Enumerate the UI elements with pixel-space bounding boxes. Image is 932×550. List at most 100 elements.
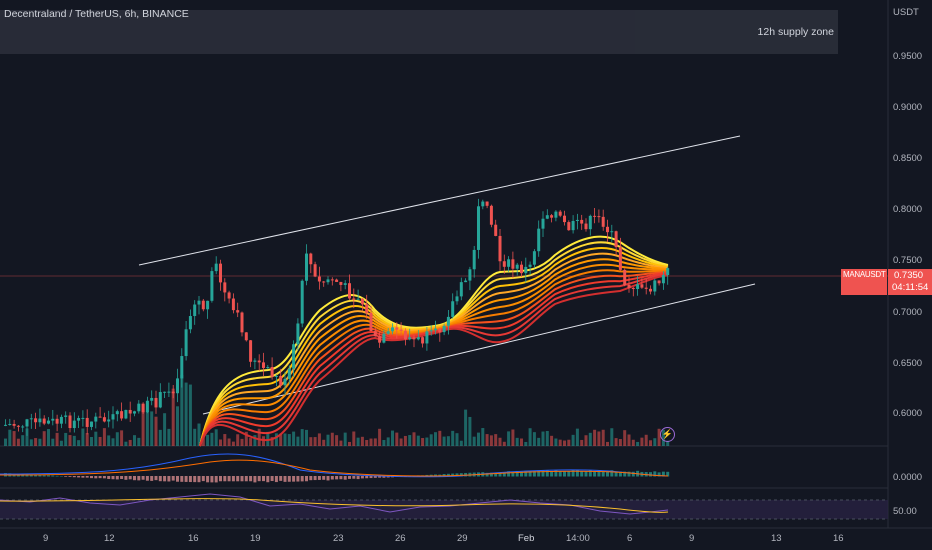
volume-bar	[59, 440, 63, 446]
volume-bar	[313, 437, 317, 446]
volume-bar	[575, 428, 579, 446]
channel-upper-trendline[interactable]	[138, 135, 741, 266]
volume-bar	[236, 434, 240, 446]
volume-bar	[176, 406, 179, 446]
macd-hist-bar	[68, 476, 72, 477]
candle-body	[352, 298, 356, 300]
volume-bar	[649, 440, 652, 446]
candle-body	[451, 301, 455, 317]
macd-hist-bar	[666, 471, 670, 477]
lightning-icon[interactable]: ⚡	[660, 427, 675, 442]
time-tick: 26	[395, 533, 406, 544]
macd-hist-bar	[300, 476, 304, 482]
volume-bar	[210, 432, 214, 446]
volume-bar	[399, 438, 403, 446]
volume-bar	[240, 438, 244, 446]
volume-bar	[184, 382, 188, 446]
candle-body	[666, 268, 670, 276]
volume-bar	[532, 432, 536, 446]
macd-hist-bar	[223, 476, 227, 482]
volume-bar	[29, 439, 33, 446]
macd-hist-bar	[584, 471, 588, 477]
macd-hist-bar	[283, 476, 287, 482]
volume-bar	[85, 433, 89, 446]
volume-bar	[322, 439, 326, 446]
volume-bar	[115, 432, 119, 446]
candle-body	[214, 263, 218, 272]
macd-hist-bar	[219, 476, 222, 482]
candle-body	[640, 284, 644, 288]
volume-bar	[279, 433, 283, 446]
candle-body	[661, 275, 665, 284]
candle-body	[382, 333, 386, 343]
time-tick: 6	[627, 533, 633, 544]
candle-body	[532, 251, 536, 265]
volume-bar	[588, 432, 592, 446]
volume-bar	[528, 428, 532, 446]
candle-body	[563, 215, 566, 223]
candle-body	[408, 337, 412, 340]
candle-body	[257, 360, 261, 363]
candle-body	[464, 280, 468, 283]
macd-hist-bar	[339, 476, 343, 480]
price-tick: 0.8000	[893, 204, 923, 215]
volume-bar	[64, 432, 68, 446]
volume-bar	[623, 430, 627, 446]
macd-tick: 0.0000	[893, 472, 923, 483]
ema-ribbon-line	[199, 274, 669, 447]
volume-bar	[391, 430, 394, 446]
macd-hist-bar	[520, 471, 523, 477]
macd-hist-bar	[55, 475, 59, 477]
candle-body	[550, 215, 554, 218]
macd-hist-bar	[193, 476, 197, 483]
macd-hist-bar	[90, 476, 93, 479]
volume-bar	[257, 428, 261, 446]
channel-lower-trendline[interactable]	[202, 283, 756, 415]
time-tick: 16	[833, 533, 844, 544]
volume-bar	[395, 432, 399, 446]
volume-bar	[21, 435, 25, 446]
macd-hist-bar	[201, 476, 205, 482]
candle-body	[434, 328, 437, 331]
candle-body	[240, 312, 244, 333]
candle-body	[477, 206, 480, 250]
volume-bar	[421, 438, 425, 446]
macd-hist-bar	[111, 476, 115, 480]
macd-hist-bar	[163, 476, 167, 482]
macd-hist-bar	[386, 476, 390, 478]
candle-body	[21, 426, 25, 428]
candle-body	[51, 418, 55, 421]
rsi-band	[0, 500, 888, 519]
volume-bar	[244, 431, 248, 446]
volume-bar	[42, 431, 46, 446]
volume-bar	[197, 423, 201, 446]
volume-bar	[606, 441, 609, 446]
candle-body	[584, 223, 588, 230]
macd-hist-bar	[610, 470, 614, 477]
supply-zone-box[interactable]: 12h supply zone	[0, 10, 838, 54]
volume-bar	[507, 431, 511, 446]
macd-hist-bar	[498, 472, 502, 477]
volume-bar	[412, 432, 416, 446]
ema-ribbon-line	[199, 241, 669, 447]
candle-body	[133, 411, 136, 414]
volume-bar	[614, 438, 618, 446]
candle-body	[231, 298, 235, 311]
volume-bar	[111, 438, 115, 446]
macd-hist-bar	[128, 476, 132, 480]
volume-bar	[618, 439, 622, 446]
candle-body	[627, 284, 631, 288]
macd-hist-bar	[120, 476, 124, 479]
macd-hist-bar	[382, 476, 386, 478]
candle-body	[201, 300, 205, 310]
candle-body	[283, 378, 287, 386]
volume-bar	[133, 435, 136, 446]
candle-body	[330, 279, 334, 281]
time-tick: 13	[771, 533, 782, 544]
macd-hist-bar	[287, 476, 291, 482]
candle-body	[317, 276, 321, 282]
candle-body	[98, 416, 102, 418]
volume-bar	[335, 435, 339, 446]
macd-hist-bar	[137, 476, 141, 481]
